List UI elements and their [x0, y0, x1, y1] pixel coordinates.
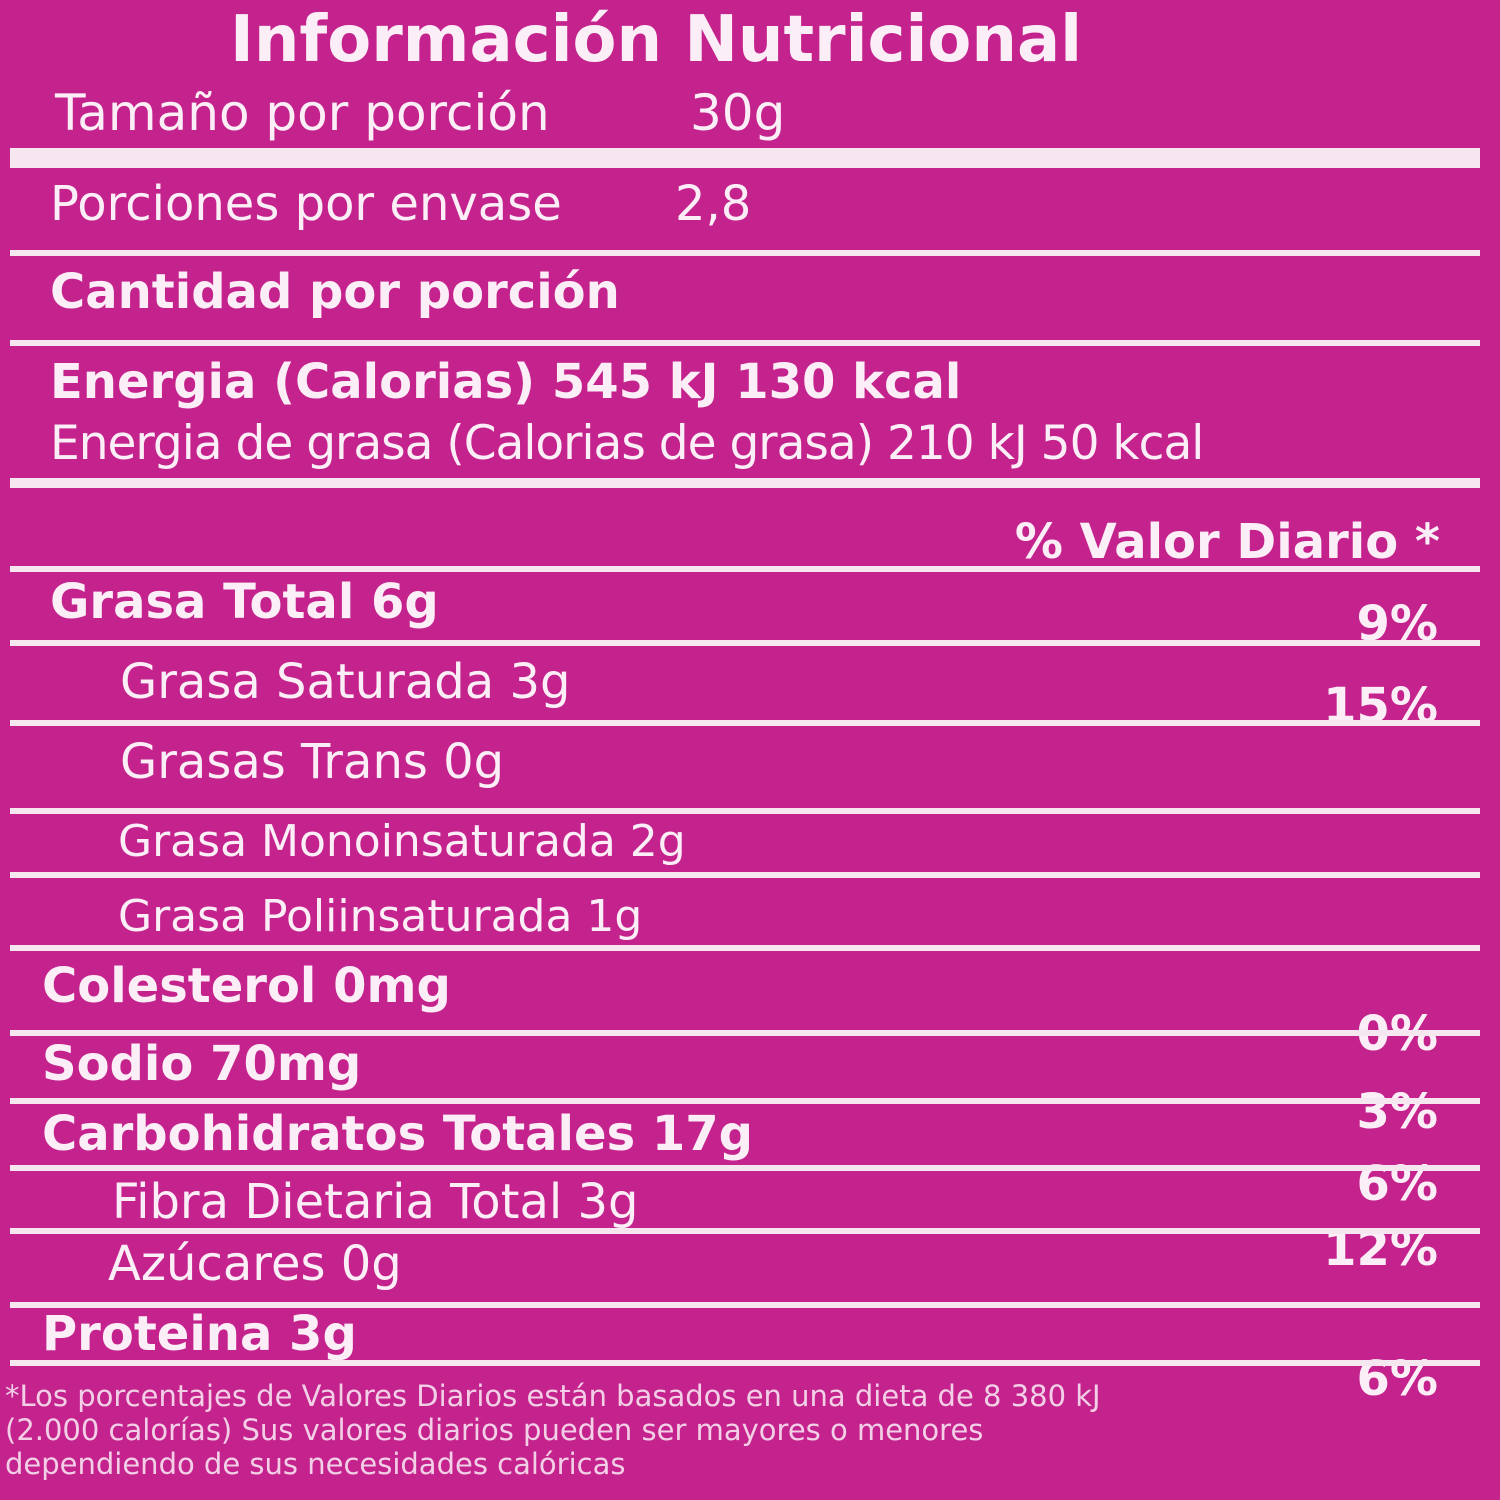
rule: [10, 1165, 1480, 1171]
footnote-line: dependiendo de sus necesidades calóricas: [5, 1447, 626, 1481]
rule: [10, 148, 1480, 168]
servings: 2,8: [675, 176, 752, 232]
nutrient-label: Grasas Trans 0g: [120, 734, 505, 790]
rule: [10, 872, 1480, 878]
nutrient-label: Sodio 70mg: [42, 1036, 362, 1092]
daily-value: 3%: [1356, 1084, 1439, 1140]
nutrient-label: Carbohidratos Totales 17g: [42, 1106, 753, 1162]
energy-fat: Energia de grasa (Calorias de grasa) 210…: [50, 416, 1204, 471]
nutrient-label: Grasa Saturada 3g: [120, 654, 571, 710]
title: Información Nutricional: [230, 3, 1083, 77]
nutrient-label: Azúcares 0g: [108, 1236, 402, 1292]
servings-label: Porciones por envase: [50, 176, 562, 232]
rule: [10, 340, 1480, 346]
serving-size-label: Tamaño por porción: [55, 84, 550, 142]
nutrient-label: Grasa Poliinsaturada 1g: [118, 891, 643, 942]
rule: [10, 250, 1480, 256]
rule: [10, 566, 1480, 572]
serving-size: 30g: [690, 84, 786, 142]
rule: [10, 945, 1480, 951]
rule: [10, 1302, 1480, 1308]
rule: [10, 720, 1480, 726]
rule: [10, 808, 1480, 814]
nutrient-label: Grasa Monoinsaturada 2g: [118, 816, 686, 867]
rule: [10, 1360, 1480, 1366]
rule: [10, 478, 1480, 488]
amount-header: Cantidad por porción: [50, 264, 620, 320]
nutrient-label: Proteina 3g: [42, 1306, 357, 1362]
rule: [10, 1098, 1480, 1104]
footnote-line: (2.000 calorías) Sus valores diarios pue…: [5, 1413, 984, 1447]
rule: [10, 640, 1480, 646]
dv-header: % Valor Diario *: [1014, 514, 1440, 570]
energy: Energia (Calorias) 545 kJ 130 kcal: [50, 354, 962, 410]
nutrient-label: Colesterol 0mg: [42, 958, 451, 1014]
footnote-line: *Los porcentajes de Valores Diarios está…: [5, 1379, 1101, 1413]
nutrient-label: Grasa Total 6g: [50, 574, 439, 630]
rule: [10, 1228, 1480, 1234]
nutrient-label: Fibra Dietaria Total 3g: [112, 1174, 639, 1230]
rule: [10, 1030, 1480, 1036]
